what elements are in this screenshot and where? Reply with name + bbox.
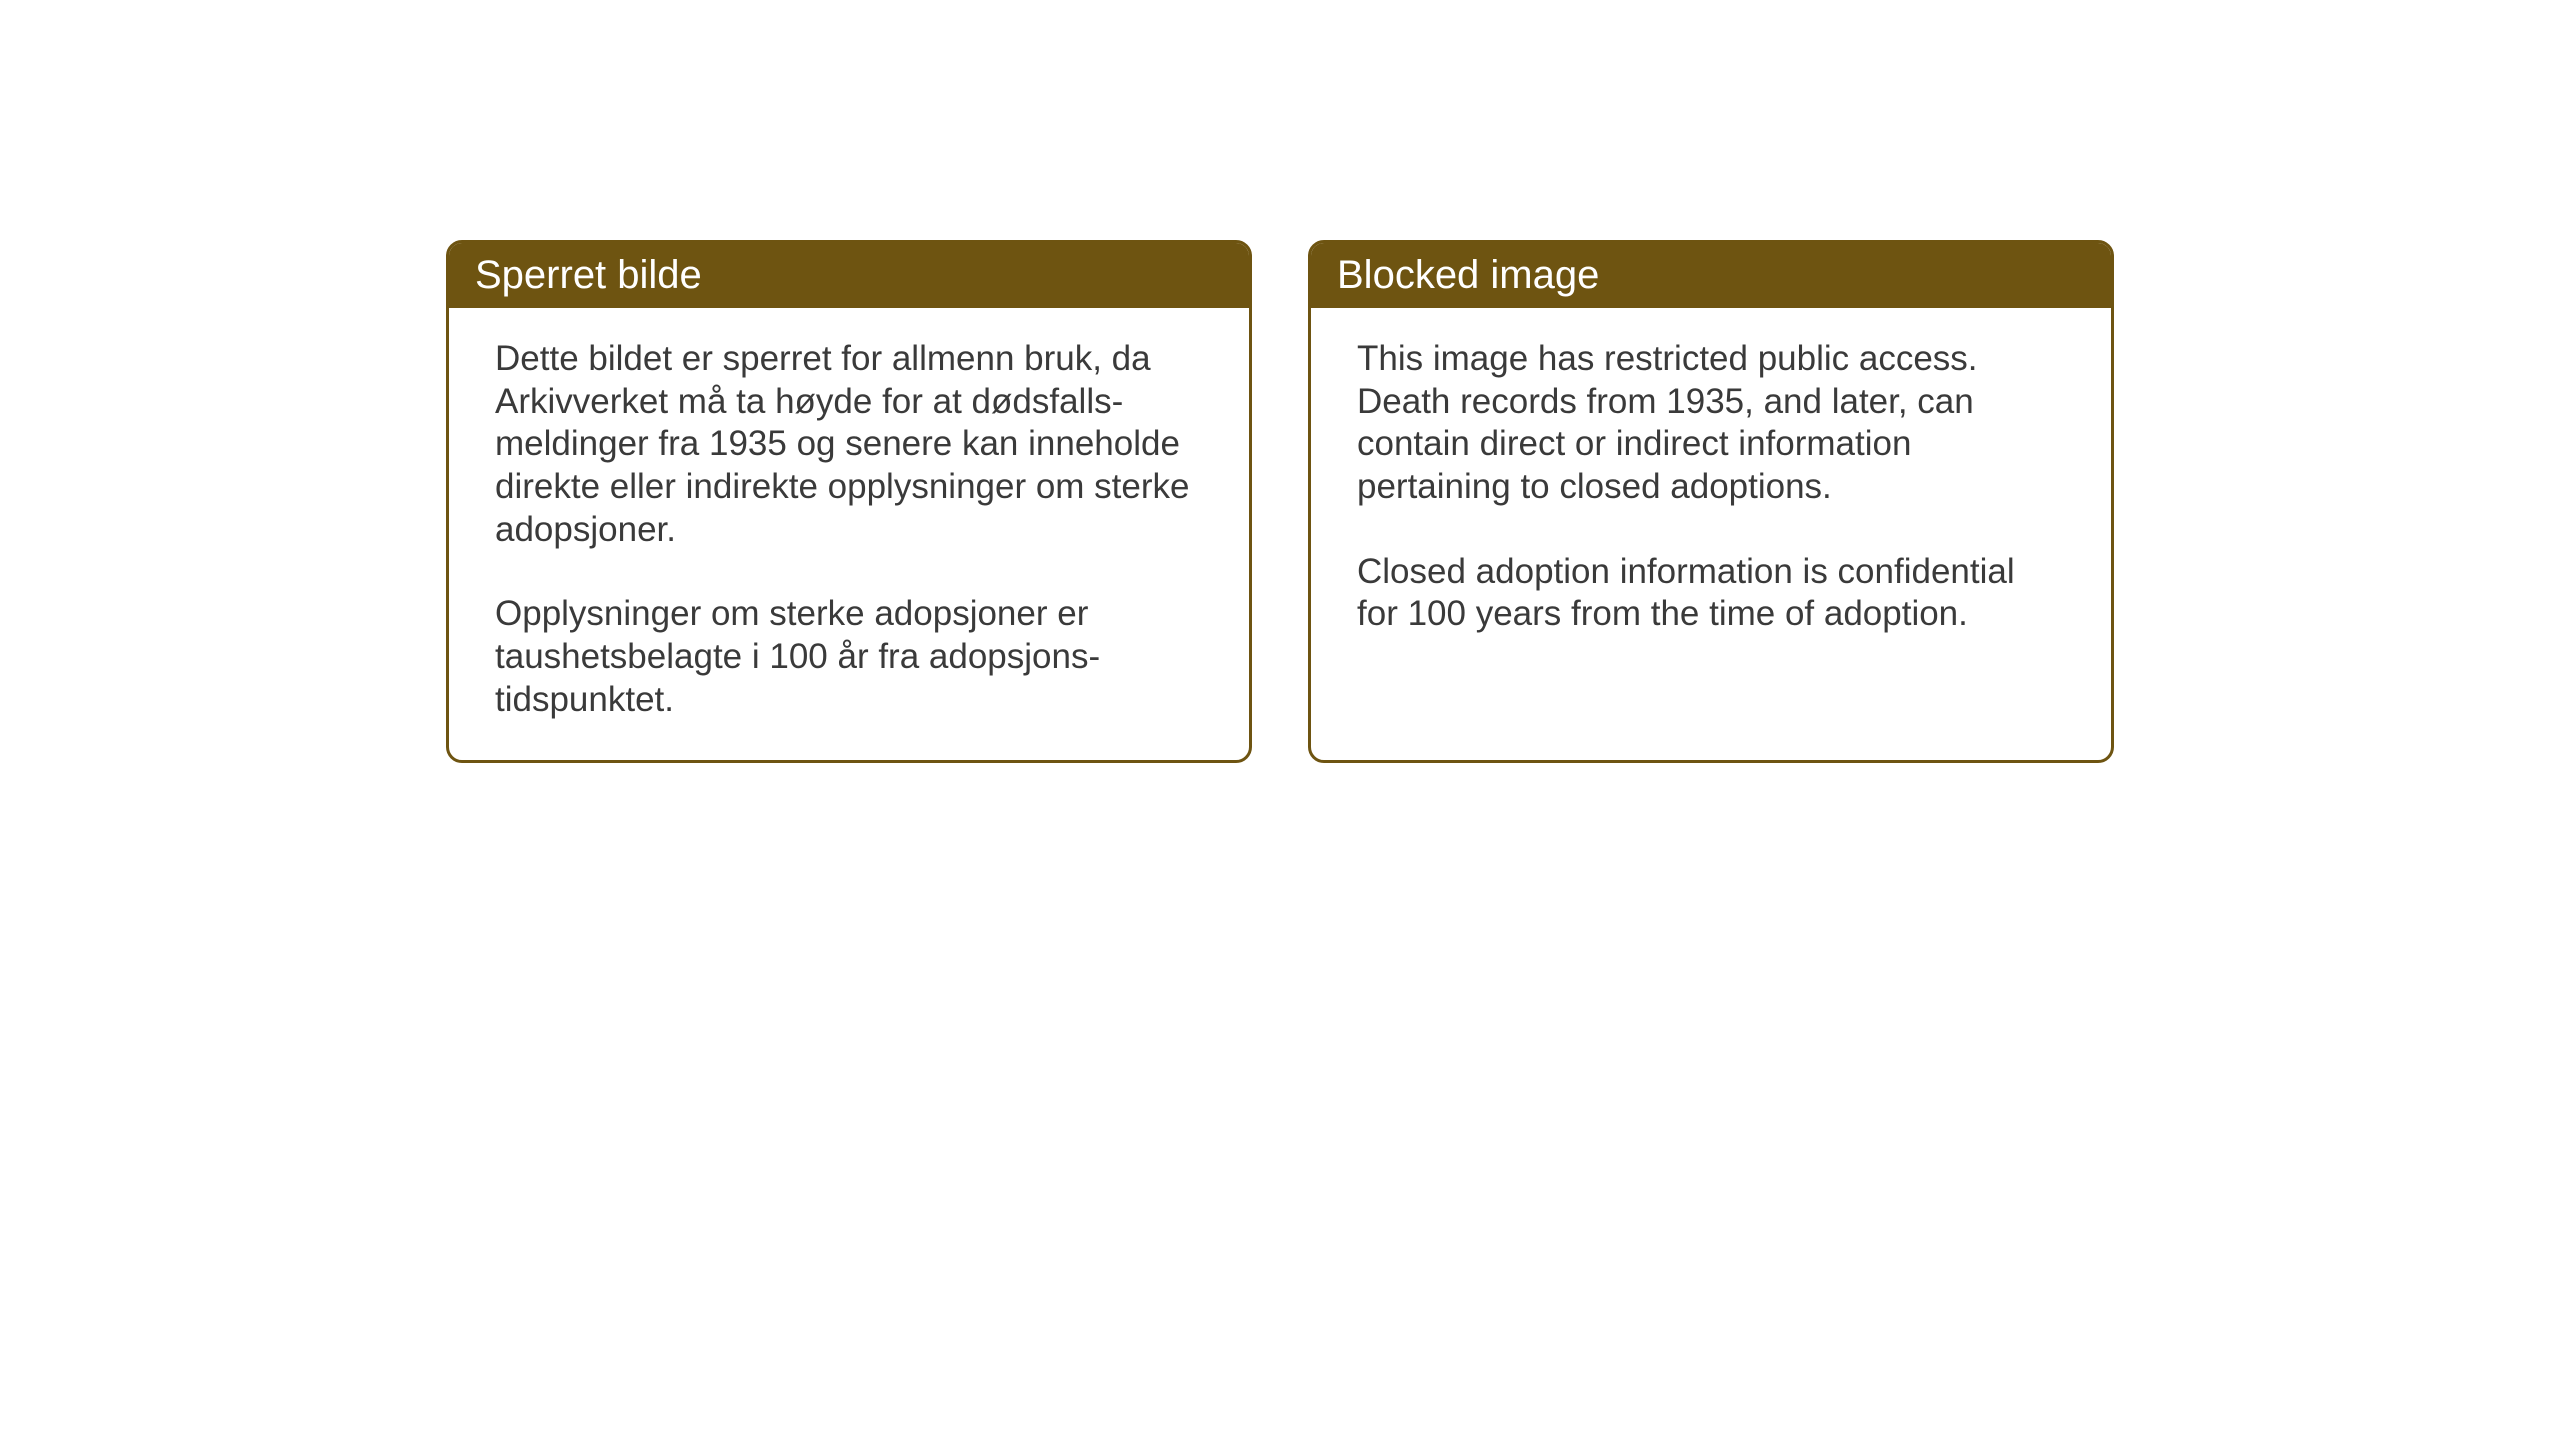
norwegian-card-title: Sperret bilde bbox=[449, 243, 1249, 308]
english-card: Blocked image This image has restricted … bbox=[1308, 240, 2114, 763]
norwegian-paragraph-1: Dette bildet er sperret for allmenn bruk… bbox=[495, 338, 1203, 551]
english-card-title: Blocked image bbox=[1311, 243, 2111, 308]
norwegian-card-body: Dette bildet er sperret for allmenn bruk… bbox=[449, 308, 1249, 760]
norwegian-card: Sperret bilde Dette bildet er sperret fo… bbox=[446, 240, 1252, 763]
norwegian-paragraph-2: Opplysninger om sterke adopsjoner er tau… bbox=[495, 593, 1203, 721]
english-card-body: This image has restricted public access.… bbox=[1311, 308, 2111, 674]
cards-container: Sperret bilde Dette bildet er sperret fo… bbox=[446, 240, 2560, 763]
english-paragraph-1: This image has restricted public access.… bbox=[1357, 338, 2065, 509]
english-paragraph-2: Closed adoption information is confident… bbox=[1357, 551, 2065, 636]
